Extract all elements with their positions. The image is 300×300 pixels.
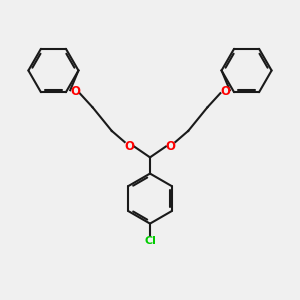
Text: Cl: Cl <box>144 236 156 246</box>
Text: O: O <box>70 85 80 98</box>
Text: O: O <box>220 85 230 98</box>
Text: O: O <box>124 140 134 153</box>
Text: O: O <box>166 140 176 153</box>
